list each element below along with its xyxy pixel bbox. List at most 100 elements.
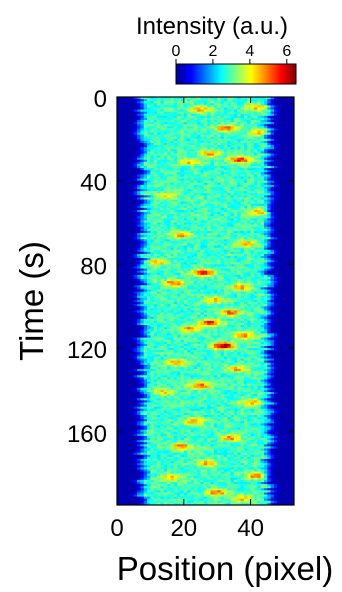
heatmap-cell xyxy=(123,178,128,182)
heatmap-cell xyxy=(173,153,178,156)
heatmap-cell xyxy=(170,214,175,217)
heatmap-cell xyxy=(247,247,251,251)
heatmap-cell xyxy=(153,239,158,242)
heatmap-cell xyxy=(203,147,208,150)
heatmap-cell xyxy=(180,149,185,152)
heatmap-cell xyxy=(283,186,288,190)
heatmap-cell xyxy=(137,143,141,146)
heatmap-cell xyxy=(177,163,181,167)
heatmap-cell xyxy=(133,153,138,156)
heatmap-cell xyxy=(157,287,161,290)
heatmap-cell xyxy=(237,101,241,104)
heatmap-cell xyxy=(140,161,145,165)
heatmap-cell xyxy=(187,191,191,194)
heatmap-cell xyxy=(227,195,231,198)
heatmap-cell xyxy=(143,107,148,110)
heatmap-cell xyxy=(253,122,258,125)
heatmap-cell xyxy=(250,274,255,278)
heatmap-cell xyxy=(210,216,215,219)
heatmap-cell xyxy=(200,224,205,228)
heatmap-cell xyxy=(263,151,268,154)
heatmap-cell xyxy=(127,174,131,177)
heatmap-cell xyxy=(183,212,188,215)
heatmap-cell xyxy=(170,281,175,284)
heatmap-cell xyxy=(197,237,201,240)
heatmap-cell xyxy=(210,285,215,288)
heatmap-cell xyxy=(270,235,275,238)
heatmap-cell xyxy=(240,109,245,113)
heatmap-cell xyxy=(203,209,208,213)
heatmap-cell xyxy=(243,270,248,274)
heatmap-cell xyxy=(230,235,235,238)
heatmap-cell xyxy=(267,216,272,219)
heatmap-cell xyxy=(120,218,125,221)
heatmap-cell xyxy=(180,113,185,117)
heatmap-cell xyxy=(230,168,235,171)
heatmap-cell xyxy=(287,128,292,131)
heatmap-cell xyxy=(197,247,201,251)
heatmap-cell xyxy=(253,172,258,175)
heatmap-cell xyxy=(187,180,191,184)
heatmap-cell xyxy=(213,233,218,236)
heatmap-cell xyxy=(283,143,288,146)
heatmap-cell xyxy=(260,220,265,223)
heatmap-cell xyxy=(177,291,181,295)
heatmap-cell xyxy=(130,115,135,119)
heatmap-cell xyxy=(257,111,261,115)
heatmap-cell xyxy=(220,209,225,213)
heatmap-cell xyxy=(267,218,272,221)
heatmap-cell xyxy=(133,258,138,261)
heatmap-cell xyxy=(220,105,225,108)
heatmap-cell xyxy=(267,243,272,246)
heatmap-cell xyxy=(147,264,151,267)
heatmap-cell xyxy=(217,287,221,290)
heatmap-cell xyxy=(140,107,145,110)
heatmap-cell xyxy=(127,180,131,184)
heatmap-cell xyxy=(257,99,261,102)
heatmap-cell xyxy=(250,174,255,177)
heatmap-cell xyxy=(243,113,248,117)
heatmap-cell xyxy=(257,241,261,244)
heatmap-cell xyxy=(227,243,231,246)
heatmap-cell xyxy=(130,105,135,108)
heatmap-cell xyxy=(123,291,128,295)
heatmap-cell xyxy=(220,233,225,236)
heatmap-cell xyxy=(127,224,131,228)
heatmap-cell xyxy=(117,251,121,255)
heatmap-cell xyxy=(133,189,138,192)
heatmap-cell xyxy=(263,270,268,274)
heatmap-cell xyxy=(127,143,131,146)
heatmap-cell xyxy=(160,283,165,286)
heatmap-cell xyxy=(147,199,151,203)
heatmap-cell xyxy=(220,201,225,205)
heatmap-cell xyxy=(263,226,268,230)
heatmap-cell xyxy=(143,109,148,113)
heatmap-cell xyxy=(250,243,255,246)
heatmap-cell xyxy=(260,124,265,127)
heatmap-cell xyxy=(150,285,155,288)
heatmap-cell xyxy=(197,178,201,182)
heatmap-cell xyxy=(280,285,285,288)
heatmap-cell xyxy=(260,151,265,154)
heatmap-cell xyxy=(243,109,248,113)
heatmap-cell xyxy=(247,126,251,129)
heatmap-cell xyxy=(277,195,282,198)
heatmap-cell xyxy=(227,136,231,140)
heatmap-cell xyxy=(283,109,288,113)
heatmap-cell xyxy=(270,178,275,182)
heatmap-cell xyxy=(210,233,215,236)
heatmap-cell xyxy=(160,126,165,129)
heatmap-cell xyxy=(193,279,198,282)
heatmap-cell xyxy=(153,245,158,249)
heatmap-cell xyxy=(287,276,292,280)
heatmap-cell xyxy=(173,172,178,175)
heatmap-cell xyxy=(223,189,228,192)
heatmap-cell xyxy=(150,214,155,217)
heatmap-cell xyxy=(290,97,294,100)
heatmap-cell xyxy=(233,199,238,203)
heatmap-cell xyxy=(150,113,155,117)
heatmap-cell xyxy=(157,138,161,142)
heatmap-cell xyxy=(133,203,138,207)
heatmap-cell xyxy=(137,97,141,100)
heatmap-cell xyxy=(157,235,161,238)
